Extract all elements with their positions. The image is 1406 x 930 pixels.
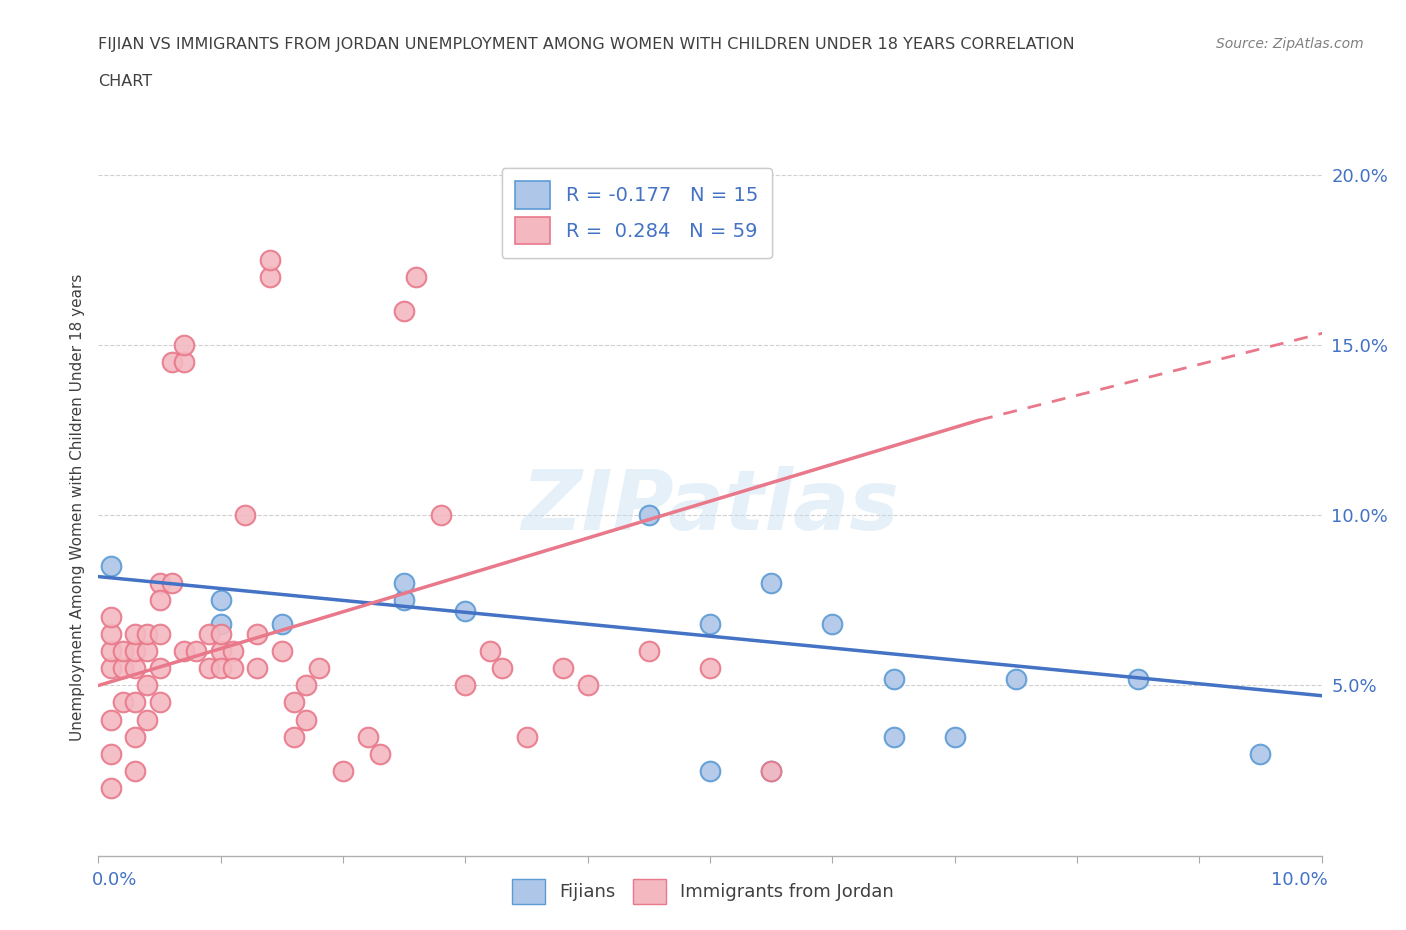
- Point: [100, 627, 122, 642]
- Point: [392, 304, 416, 319]
- Point: [1128, 671, 1150, 686]
- Point: [111, 695, 134, 710]
- Point: [149, 576, 172, 591]
- Point: [149, 695, 172, 710]
- Point: [270, 617, 292, 631]
- Point: [283, 695, 305, 710]
- Point: [295, 678, 318, 693]
- Point: [100, 559, 122, 574]
- Point: [821, 617, 844, 631]
- Point: [637, 508, 661, 523]
- Text: CHART: CHART: [98, 74, 152, 89]
- Point: [637, 644, 661, 658]
- Point: [124, 661, 146, 676]
- Text: FIJIAN VS IMMIGRANTS FROM JORDAN UNEMPLOYMENT AMONG WOMEN WITH CHILDREN UNDER 18: FIJIAN VS IMMIGRANTS FROM JORDAN UNEMPLO…: [98, 37, 1076, 52]
- Point: [283, 729, 305, 744]
- Point: [100, 644, 122, 658]
- Point: [209, 627, 232, 642]
- Point: [270, 644, 292, 658]
- Point: [124, 729, 146, 744]
- Point: [576, 202, 599, 217]
- Point: [368, 746, 391, 761]
- Point: [160, 355, 183, 370]
- Point: [209, 661, 232, 676]
- Point: [233, 508, 256, 523]
- Point: [392, 593, 416, 608]
- Legend: Fijians, Immigrants from Jordan: Fijians, Immigrants from Jordan: [505, 871, 901, 911]
- Point: [173, 644, 195, 658]
- Point: [197, 627, 219, 642]
- Point: [405, 270, 427, 285]
- Point: [454, 604, 477, 618]
- Point: [100, 780, 122, 795]
- Point: [759, 576, 782, 591]
- Point: [197, 661, 219, 676]
- Point: [356, 729, 378, 744]
- Point: [392, 576, 416, 591]
- Point: [295, 712, 318, 727]
- Legend: R = -0.177   N = 15, R =  0.284   N = 59: R = -0.177 N = 15, R = 0.284 N = 59: [502, 167, 772, 258]
- Point: [883, 671, 905, 686]
- Text: ZIPatlas: ZIPatlas: [522, 466, 898, 548]
- Text: 10.0%: 10.0%: [1271, 870, 1327, 889]
- Point: [883, 729, 905, 744]
- Text: Source: ZipAtlas.com: Source: ZipAtlas.com: [1216, 37, 1364, 51]
- Point: [246, 627, 269, 642]
- Point: [222, 644, 245, 658]
- Point: [209, 644, 232, 658]
- Point: [100, 661, 122, 676]
- Point: [259, 270, 281, 285]
- Point: [111, 644, 134, 658]
- Point: [124, 627, 146, 642]
- Point: [124, 764, 146, 778]
- Point: [1249, 746, 1271, 761]
- Point: [222, 661, 245, 676]
- Point: [136, 644, 159, 658]
- Point: [111, 661, 134, 676]
- Point: [173, 338, 195, 352]
- Point: [149, 627, 172, 642]
- Point: [478, 644, 501, 658]
- Point: [259, 253, 281, 268]
- Point: [209, 617, 232, 631]
- Point: [759, 764, 782, 778]
- Text: 0.0%: 0.0%: [93, 870, 138, 889]
- Point: [100, 712, 122, 727]
- Point: [100, 610, 122, 625]
- Point: [553, 661, 575, 676]
- Point: [308, 661, 330, 676]
- Point: [149, 593, 172, 608]
- Point: [136, 712, 159, 727]
- Point: [124, 644, 146, 658]
- Y-axis label: Unemployment Among Women with Children Under 18 years: Unemployment Among Women with Children U…: [69, 273, 84, 740]
- Point: [699, 617, 721, 631]
- Point: [209, 593, 232, 608]
- Point: [246, 661, 269, 676]
- Point: [943, 729, 966, 744]
- Point: [576, 678, 599, 693]
- Point: [454, 678, 477, 693]
- Point: [699, 661, 721, 676]
- Point: [160, 576, 183, 591]
- Point: [699, 764, 721, 778]
- Point: [186, 644, 208, 658]
- Point: [136, 678, 159, 693]
- Point: [173, 355, 195, 370]
- Point: [430, 508, 453, 523]
- Point: [1004, 671, 1026, 686]
- Point: [136, 627, 159, 642]
- Point: [149, 661, 172, 676]
- Point: [759, 764, 782, 778]
- Point: [516, 729, 538, 744]
- Point: [124, 695, 146, 710]
- Point: [100, 746, 122, 761]
- Point: [491, 661, 513, 676]
- Point: [332, 764, 354, 778]
